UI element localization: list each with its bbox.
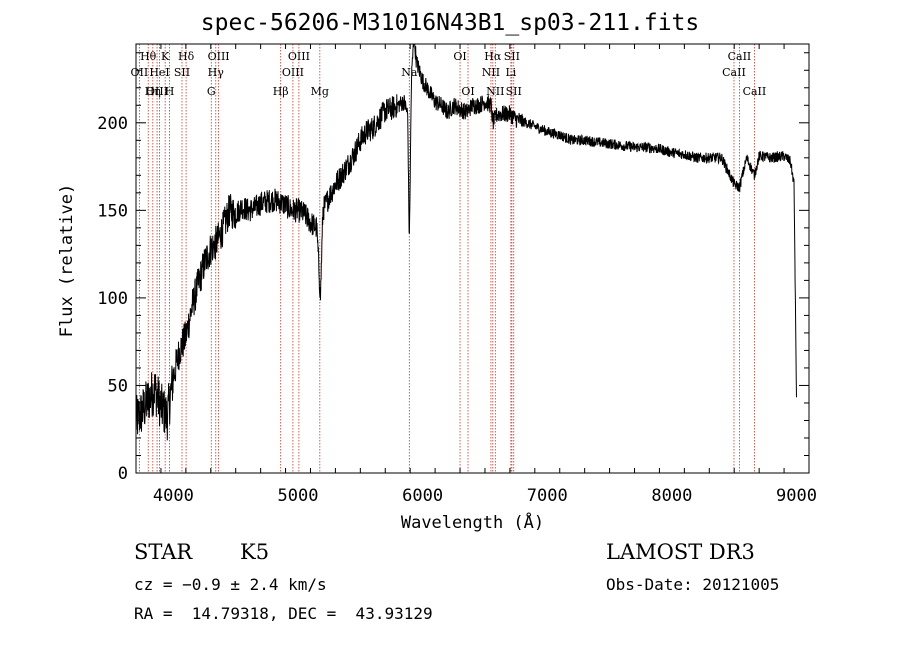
line-label: OIII (208, 50, 230, 63)
x-axis-label: Wavelength (Å) (401, 511, 544, 533)
redshift-cz: cz = −0.9 ± 2.4 km/s (134, 575, 327, 594)
line-label: NII (486, 85, 504, 98)
spectrum-line (135, 43, 797, 441)
x-axis: 4000 5000 6000 7000 8000 9000 (135, 44, 817, 506)
subclass: K5 (240, 540, 270, 564)
y-tick-label: 200 (97, 114, 128, 134)
plot-frame (135, 43, 810, 474)
x-tick-label: 6000 (402, 486, 443, 506)
line-markers (138, 44, 755, 473)
line-label: Hα (484, 50, 502, 63)
line-label: CaII (722, 66, 746, 79)
line-label: OI (461, 85, 474, 98)
y-tick-label: 50 (108, 376, 128, 396)
obs-date: Obs-Date: 20121005 (606, 575, 780, 594)
line-label: OIII (146, 85, 168, 98)
line-label: Hδ (178, 50, 195, 63)
line-label: OII (131, 66, 149, 79)
line-labels: Hθ OII OIII K HeI Hη SII H Hδ OIII Hγ G OIII OIII Hβ Mg… (131, 50, 767, 98)
line-label: NII (482, 66, 500, 79)
line-label: CaII (743, 85, 767, 98)
line-label: CaII (728, 50, 752, 63)
line-label: Li (505, 66, 516, 79)
line-label: Hθ (140, 50, 157, 63)
line-label: OIII (288, 50, 310, 63)
line-label: G (207, 85, 216, 98)
line-label: SII (506, 85, 522, 98)
x-tick-label: 5000 (278, 486, 319, 506)
survey-name: LAMOST DR3 (606, 540, 755, 564)
x-tick-label: 7000 (527, 486, 568, 506)
x-tick-label: 8000 (651, 486, 692, 506)
y-tick-label: 100 (97, 289, 128, 309)
line-label: Hη (145, 85, 161, 98)
object-class: STAR (134, 540, 193, 564)
chart-title: spec-56206-M31016N43B1_sp03-211.fits (200, 10, 700, 36)
y-axis: 0 50 100 150 200 (97, 52, 809, 484)
line-label: Hβ (273, 85, 289, 98)
y-tick-label: 150 (97, 201, 128, 221)
line-label: SII (504, 50, 520, 63)
line-label: H (165, 85, 175, 98)
line-label: K (161, 50, 170, 63)
line-label: OI (453, 50, 466, 63)
line-label: Na (401, 66, 418, 79)
x-tick-label: 4000 (153, 486, 194, 506)
line-label: HeI (149, 66, 169, 79)
line-label: Hγ (208, 66, 225, 79)
y-axis-label: Flux (relative) (57, 184, 77, 338)
y-tick-label: 0 (118, 464, 128, 484)
coordinates: RA = 14.79318, DEC = 43.93129 (134, 604, 433, 623)
line-label: Mg (311, 85, 329, 98)
x-tick-label: 9000 (776, 486, 817, 506)
line-label: SII (174, 66, 190, 79)
line-label: OIII (282, 66, 304, 79)
